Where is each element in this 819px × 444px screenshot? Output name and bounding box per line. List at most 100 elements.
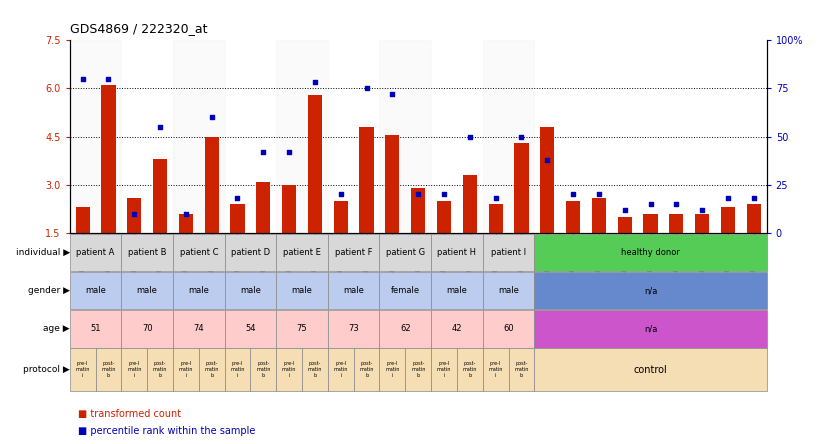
Point	[488, 195, 501, 202]
Bar	[482, 310, 534, 348]
Text: post-
matin
b: post- matin b	[307, 361, 322, 378]
Bar	[127, 198, 141, 233]
Bar	[456, 348, 482, 392]
Bar	[379, 348, 405, 392]
Point	[76, 75, 89, 82]
Bar	[410, 188, 425, 233]
Bar	[224, 40, 276, 233]
Text: post-
matin
b: post- matin b	[152, 361, 167, 378]
Text: 70: 70	[142, 324, 152, 333]
Bar	[198, 348, 224, 392]
Point	[618, 206, 631, 214]
Bar	[328, 348, 353, 392]
Text: 62: 62	[400, 324, 410, 333]
Text: female: female	[391, 286, 419, 295]
Text: n/a: n/a	[643, 286, 656, 295]
Point	[360, 85, 373, 92]
Text: control: control	[633, 365, 667, 375]
Text: GDS4869 / 222320_at: GDS4869 / 222320_at	[70, 23, 207, 36]
Text: ■ transformed count: ■ transformed count	[78, 408, 181, 419]
Bar	[173, 272, 224, 309]
Bar	[482, 272, 534, 309]
Bar	[173, 348, 198, 392]
Text: pre-I
matin
i: pre-I matin i	[333, 361, 347, 378]
Point	[153, 123, 166, 131]
Text: male: male	[446, 286, 467, 295]
Point	[669, 201, 682, 208]
Bar	[668, 214, 682, 233]
Bar	[173, 40, 224, 233]
Bar	[328, 40, 379, 233]
Point	[205, 114, 218, 121]
Bar	[482, 40, 534, 233]
Text: pre-I
matin
i: pre-I matin i	[437, 361, 450, 378]
Text: pre-I
matin
i: pre-I matin i	[127, 361, 141, 378]
Bar	[121, 348, 147, 392]
Bar	[431, 234, 482, 271]
Bar	[121, 40, 173, 233]
Bar	[282, 185, 296, 233]
Point	[128, 210, 141, 218]
Bar	[534, 348, 766, 392]
Text: post-
matin
b: post- matin b	[359, 361, 373, 378]
Bar	[224, 348, 250, 392]
Bar	[359, 127, 373, 233]
Text: patient D: patient D	[231, 248, 269, 257]
Text: male: male	[188, 286, 209, 295]
Bar	[565, 201, 580, 233]
Bar	[508, 348, 534, 392]
Point	[721, 195, 734, 202]
Text: pre-I
matin
i: pre-I matin i	[488, 361, 502, 378]
Bar	[70, 348, 95, 392]
Point	[643, 201, 656, 208]
Text: male: male	[497, 286, 518, 295]
Text: 42: 42	[451, 324, 462, 333]
Text: gender ▶: gender ▶	[28, 286, 70, 295]
Bar	[437, 201, 450, 233]
Point	[231, 195, 244, 202]
Bar	[431, 40, 482, 233]
Bar	[102, 85, 115, 233]
Bar	[179, 214, 192, 233]
Text: 75: 75	[296, 324, 307, 333]
Bar	[431, 348, 456, 392]
Text: age ▶: age ▶	[43, 324, 70, 333]
Text: pre-I
matin
i: pre-I matin i	[282, 361, 296, 378]
Point	[540, 156, 553, 163]
Bar	[488, 204, 502, 233]
Text: healthy donor: healthy donor	[620, 248, 679, 257]
Bar	[462, 175, 477, 233]
Text: post-
matin
b: post- matin b	[101, 361, 115, 378]
Bar	[224, 272, 276, 309]
Bar	[230, 204, 244, 233]
Bar	[643, 214, 657, 233]
Bar	[514, 143, 528, 233]
Bar	[204, 137, 219, 233]
Point	[411, 191, 424, 198]
Point	[179, 210, 192, 218]
Bar	[276, 234, 328, 271]
Point	[437, 191, 450, 198]
Bar	[224, 310, 276, 348]
Bar	[482, 234, 534, 271]
Text: patient B: patient B	[128, 248, 166, 257]
Bar	[534, 310, 766, 348]
Bar	[250, 348, 276, 392]
Text: male: male	[137, 286, 157, 295]
Bar	[70, 310, 121, 348]
Text: patient I: patient I	[491, 248, 526, 257]
Text: male: male	[240, 286, 260, 295]
Bar	[534, 40, 766, 233]
Text: patient C: patient C	[179, 248, 218, 257]
Point	[334, 191, 347, 198]
Bar	[224, 234, 276, 271]
Point	[514, 133, 527, 140]
Text: post-
matin
b: post- matin b	[204, 361, 219, 378]
Bar	[379, 40, 431, 233]
Text: pre-I
matin
i: pre-I matin i	[75, 361, 90, 378]
Text: pre-I
matin
i: pre-I matin i	[179, 361, 192, 378]
Bar	[431, 310, 482, 348]
Text: post-
matin
b: post- matin b	[410, 361, 425, 378]
Text: post-
matin
b: post- matin b	[256, 361, 270, 378]
Text: male: male	[343, 286, 364, 295]
